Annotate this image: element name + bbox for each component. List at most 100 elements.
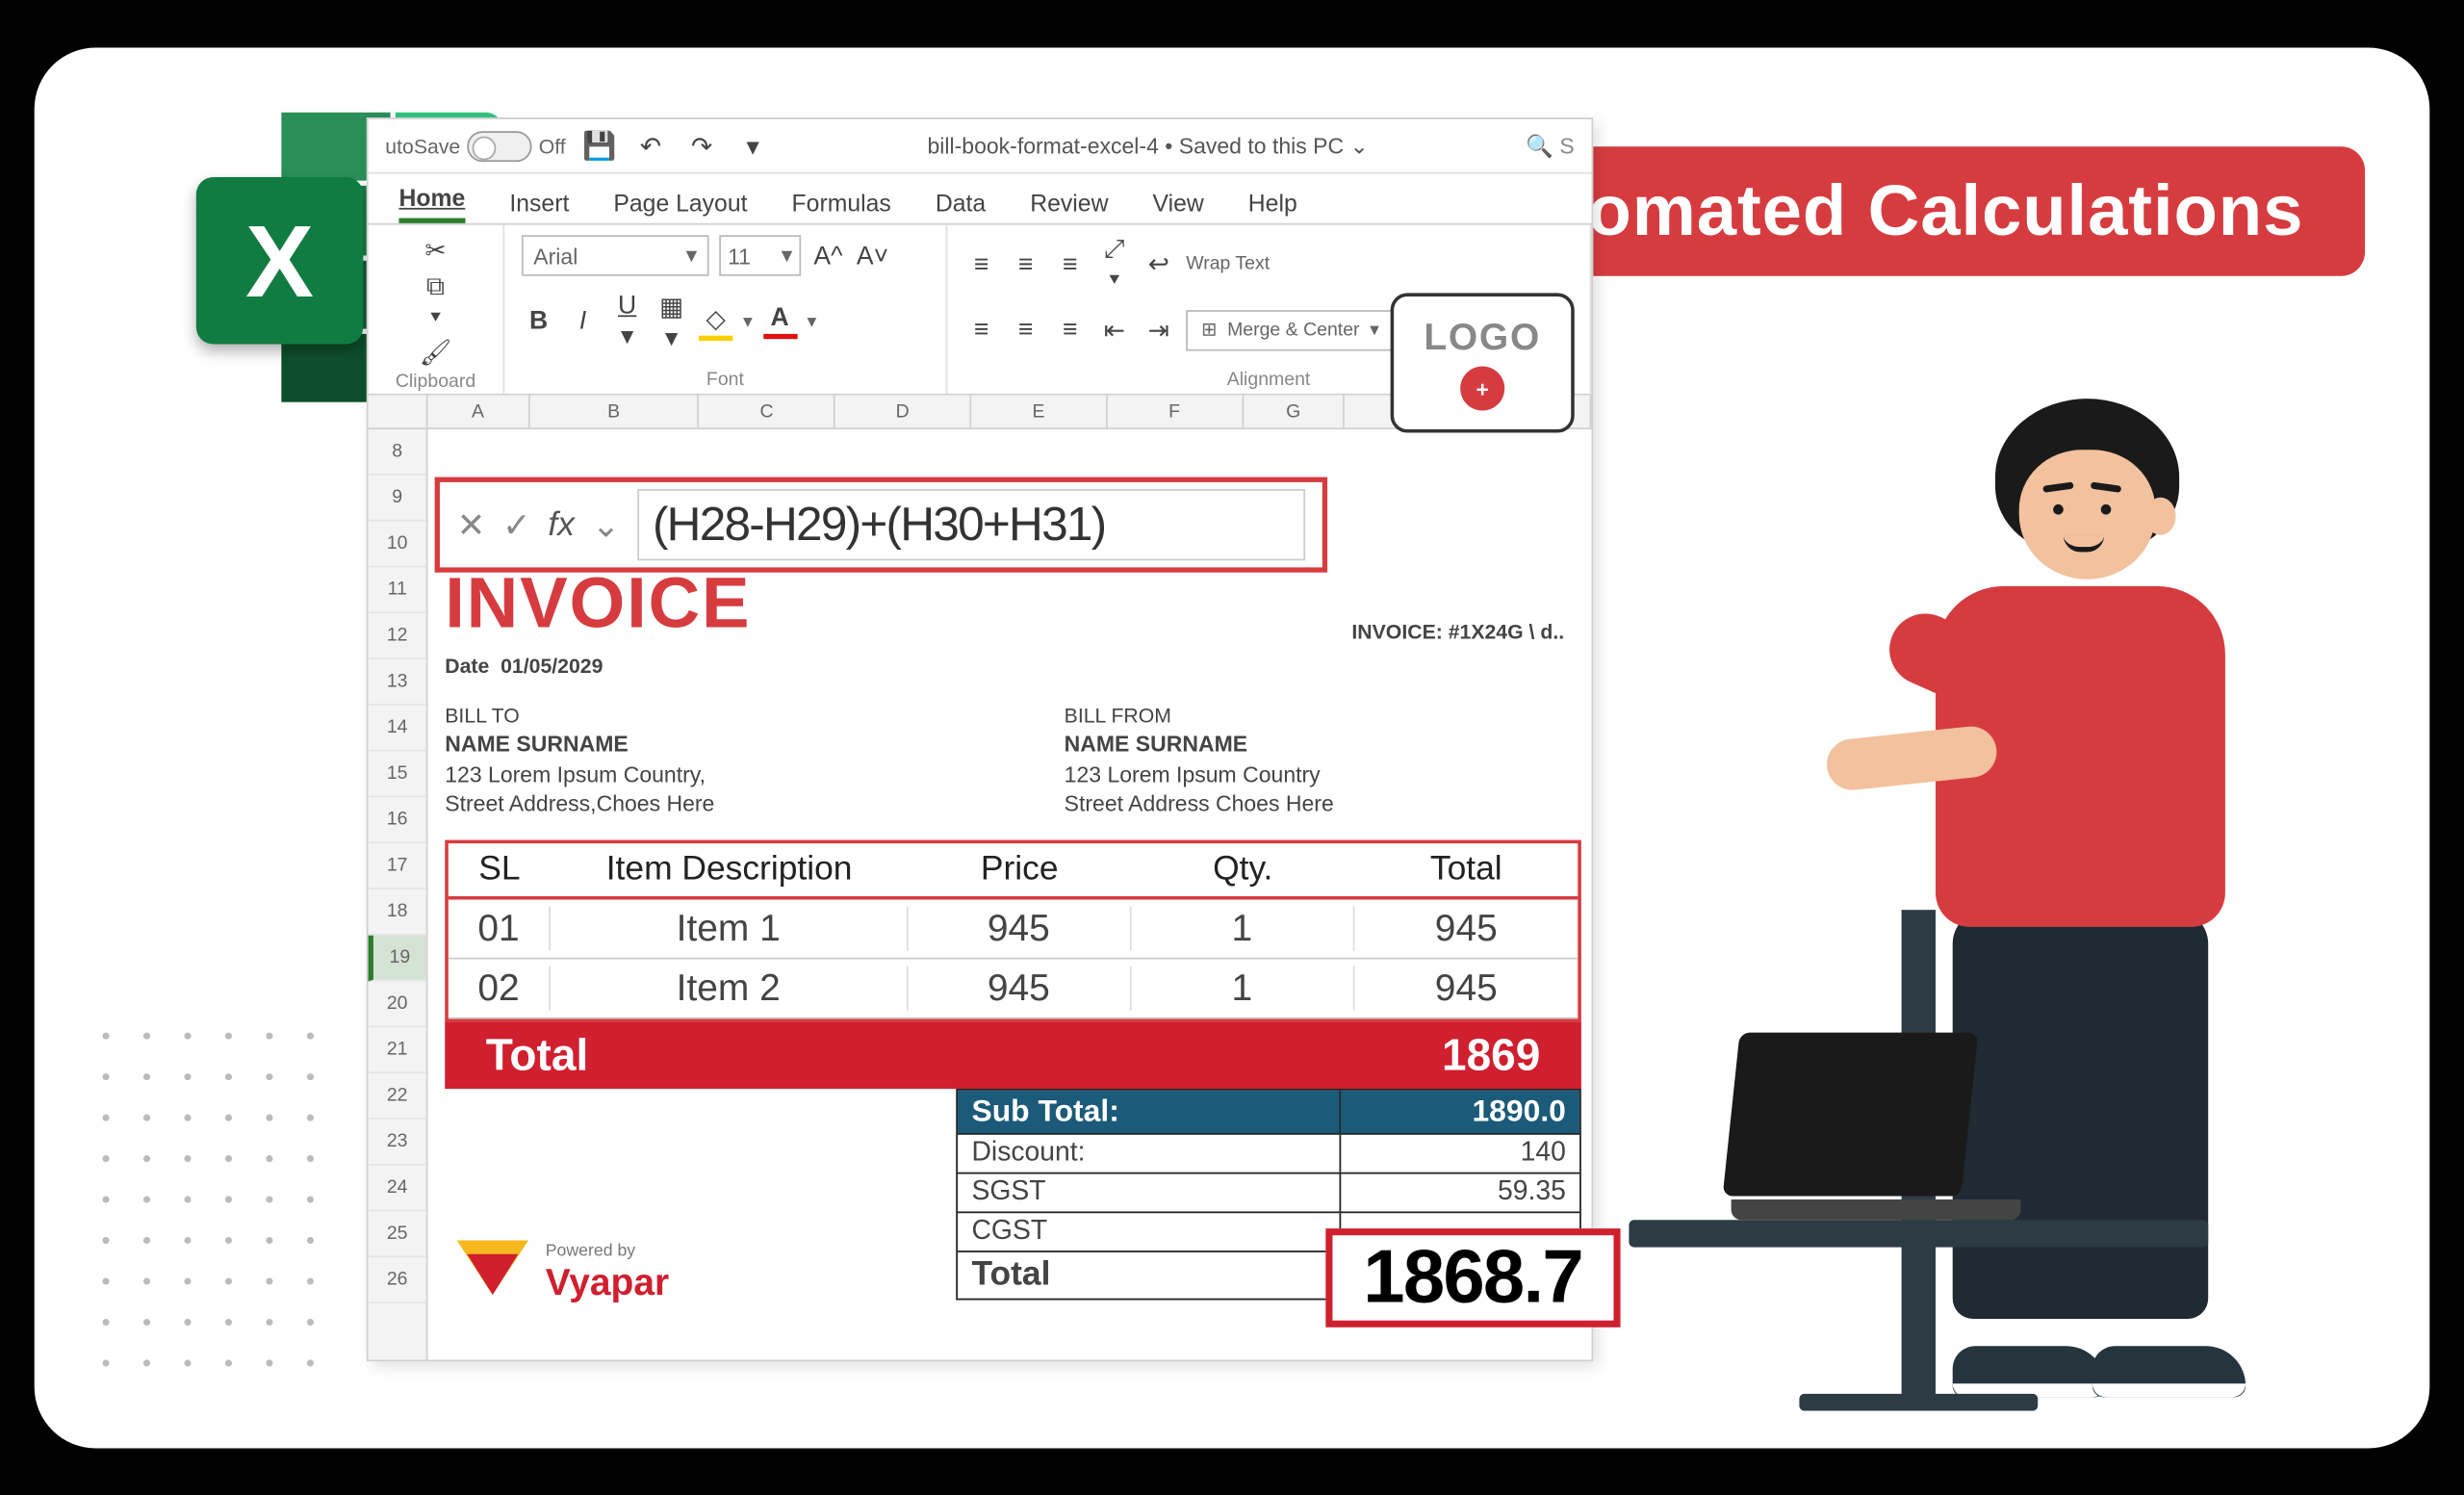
row-header[interactable]: 25 <box>369 1211 426 1257</box>
column-header[interactable]: D <box>835 395 971 427</box>
excel-badge: X <box>196 177 363 344</box>
logo-placeholder[interactable]: LOGO + <box>1391 293 1575 432</box>
increase-font-icon[interactable]: A^ <box>811 241 845 270</box>
row-header[interactable]: 10 <box>369 521 426 567</box>
formula-bar[interactable]: ✕ ✓ fx ⌄ (H28-H29)+(H30+H31) <box>435 477 1327 572</box>
row-header[interactable]: 24 <box>369 1165 426 1211</box>
row-header[interactable]: 16 <box>369 797 426 843</box>
column-header[interactable]: A <box>427 395 529 427</box>
align-right-icon[interactable]: ≡ <box>1053 315 1087 344</box>
row-header[interactable]: 21 <box>369 1027 426 1073</box>
tab-help[interactable]: Help <box>1248 189 1297 222</box>
logo-text: LOGO <box>1424 315 1541 359</box>
decrease-font-icon[interactable]: A˅ <box>856 241 889 270</box>
subtotal-row: Sub Total:1890.0 <box>958 1088 1579 1132</box>
align-middle-icon[interactable]: ≡ <box>1009 249 1042 278</box>
copy-icon[interactable]: ⧉ ▾ <box>419 272 452 330</box>
row-header[interactable]: 14 <box>369 705 426 751</box>
row-header[interactable]: 9 <box>369 475 426 521</box>
row-headers: 891011121314151617181920212223242526 <box>369 429 428 1359</box>
formula-accept-icon[interactable]: ✓ <box>502 503 531 546</box>
vyapar-logo-icon <box>457 1240 528 1304</box>
row-header[interactable]: 20 <box>369 981 426 1027</box>
invoice-document: INVOICE INVOICE: #1X24G \ d.. Date 01/05… <box>445 562 1581 1300</box>
underline-button[interactable]: U ▾ <box>610 291 644 350</box>
table-row: 02Item 29451945 <box>449 959 1578 1018</box>
ribbon-tabs: Home Insert Page Layout Formulas Data Review V… <box>369 173 1592 224</box>
row-header[interactable]: 8 <box>369 429 426 476</box>
laptop-icon <box>1732 1032 2021 1220</box>
formula-input[interactable]: (H28-H29)+(H30+H31) <box>637 488 1305 559</box>
bill-columns: BILL TO NAME SURNAME 123 Lorem Ipsum Cou… <box>445 702 1581 819</box>
row-header[interactable]: 18 <box>369 889 426 935</box>
font-name-select[interactable]: Arial▾ <box>522 235 709 275</box>
italic-button[interactable]: I <box>566 306 600 335</box>
redo-icon[interactable]: ↷ <box>684 130 718 161</box>
align-bottom-icon[interactable]: ≡ <box>1053 249 1087 278</box>
column-header[interactable]: E <box>971 395 1107 427</box>
fx-icon[interactable]: fx <box>548 504 575 544</box>
row-header[interactable]: 22 <box>369 1073 426 1120</box>
column-header[interactable]: G <box>1244 395 1346 427</box>
border-button[interactable]: ▦ ▾ <box>654 290 688 351</box>
merge-center-button[interactable]: ⊞ Merge & Center ▾ <box>1186 309 1395 349</box>
formula-cancel-icon[interactable]: ✕ <box>457 503 486 546</box>
total-value: 1869 <box>1442 1028 1540 1081</box>
row-header[interactable]: 15 <box>369 751 426 797</box>
bill-from: BILL FROM NAME SURNAME 123 Lorem Ipsum C… <box>1065 702 1581 819</box>
fill-color-button[interactable]: ◇ <box>699 302 732 340</box>
dot-pattern <box>102 1032 327 1379</box>
save-icon[interactable]: 💾 <box>582 128 616 162</box>
document-title: bill-book-format-excel-4 • Saved to this… <box>787 132 1509 159</box>
qat-dropdown-icon[interactable]: ▾ <box>736 130 770 161</box>
row-header[interactable]: 19 <box>369 935 426 981</box>
row-header[interactable]: 26 <box>369 1257 426 1303</box>
wrap-text-icon[interactable]: ↩ <box>1142 248 1175 279</box>
tab-home[interactable]: Home <box>398 184 465 223</box>
column-header[interactable]: C <box>700 395 835 427</box>
tab-formulas[interactable]: Formulas <box>792 189 891 222</box>
vyapar-name: Vyapar <box>546 1259 669 1303</box>
tab-page-layout[interactable]: Page Layout <box>613 189 747 222</box>
column-header[interactable]: B <box>529 395 700 427</box>
invoice-number: INVOICE: #1X24G \ d.. <box>1351 620 1564 644</box>
align-top-icon[interactable]: ≡ <box>964 249 998 278</box>
cut-icon[interactable]: ✂ <box>419 235 452 266</box>
clipboard-label: Clipboard <box>385 368 485 392</box>
tab-view[interactable]: View <box>1153 189 1204 222</box>
ribbon-group-font: Arial▾ 11▾ A^ A˅ B I U ▾ ▦ ▾ ◇ ▾ A ▾ Fon… <box>504 224 947 393</box>
font-color-button[interactable]: A <box>762 303 796 339</box>
titlebar: utoSave Off 💾 ↶ ↷ ▾ bill-book-format-exc… <box>369 118 1592 173</box>
row-header[interactable]: 13 <box>369 658 426 705</box>
align-center-icon[interactable]: ≡ <box>1009 315 1042 344</box>
invoice-date: Date 01/05/2029 <box>445 654 1581 678</box>
row-header[interactable]: 23 <box>369 1119 426 1165</box>
table-header: SL Item Description Price Qty. Total <box>449 842 1578 898</box>
font-size-select[interactable]: 11▾ <box>719 235 801 275</box>
search-icon[interactable]: 🔍 S <box>1526 132 1574 159</box>
logo-add-icon[interactable]: + <box>1460 366 1504 410</box>
wrap-text-label[interactable]: Wrap Text <box>1186 253 1270 273</box>
autosave-toggle[interactable]: utoSave Off <box>385 130 565 161</box>
row-header[interactable]: 12 <box>369 613 426 659</box>
tab-insert[interactable]: Insert <box>509 189 569 222</box>
bold-button[interactable]: B <box>522 306 555 335</box>
sgst-row: SGST59.35 <box>958 1172 1579 1211</box>
increase-indent-icon[interactable]: ⇥ <box>1142 314 1175 345</box>
infographic-canvas: X Automated Calculations utoSave Off 💾 ↶… <box>35 47 2430 1448</box>
undo-icon[interactable]: ↶ <box>633 130 667 161</box>
toggle-icon[interactable] <box>467 130 531 161</box>
person-illustration <box>1697 399 2310 1387</box>
formula-dropdown-icon[interactable]: ⌄ <box>592 503 621 546</box>
orientation-icon[interactable]: ⤢ ▾ <box>1097 235 1131 293</box>
bill-to: BILL TO NAME SURNAME 123 Lorem Ipsum Cou… <box>445 702 962 819</box>
row-header[interactable]: 11 <box>369 567 426 613</box>
decrease-indent-icon[interactable]: ⇤ <box>1097 314 1131 345</box>
tab-data[interactable]: Data <box>936 189 986 222</box>
row-header[interactable]: 17 <box>369 843 426 889</box>
powered-by-label: Powered by <box>546 1241 669 1259</box>
format-painter-icon[interactable]: 🖌 <box>419 337 452 368</box>
tab-review[interactable]: Review <box>1030 189 1108 222</box>
column-header[interactable]: F <box>1107 395 1243 427</box>
align-left-icon[interactable]: ≡ <box>964 315 998 344</box>
